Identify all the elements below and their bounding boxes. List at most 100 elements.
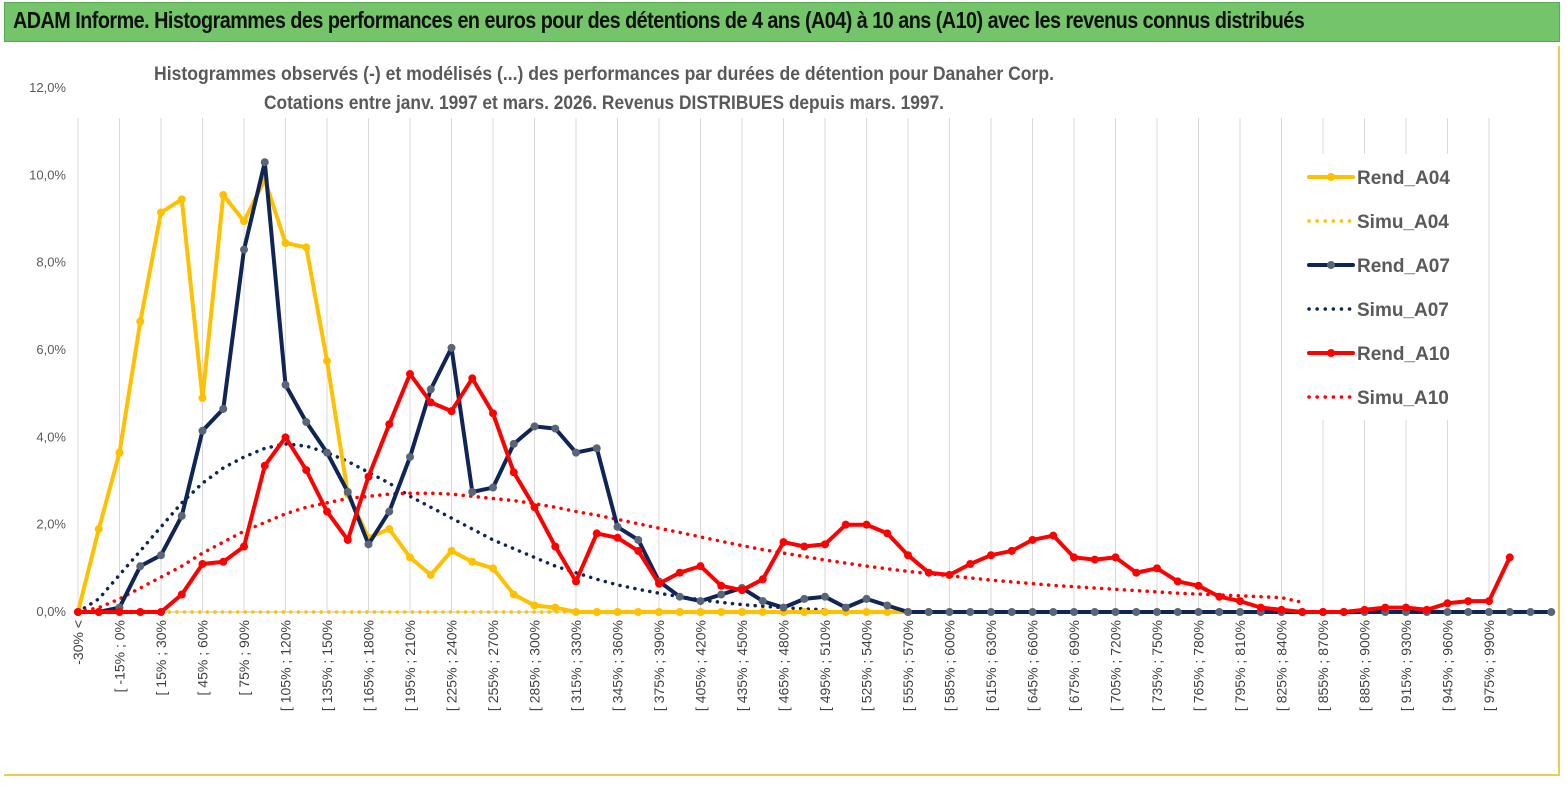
data-point-rend_a07 (509, 439, 518, 448)
legend-label-rend_a04: Rend_A04 (1357, 168, 1450, 189)
data-point-rend_a10 (323, 507, 331, 516)
data-point-rend_a10 (1298, 608, 1307, 616)
x-tick-label: [ 315% ; 330% (568, 620, 584, 711)
data-point-rend_a10 (717, 581, 726, 590)
data-point-rend_a07 (302, 418, 311, 427)
y-tick-label: 10,0% (29, 167, 66, 182)
data-point-rend_a04 (717, 608, 726, 616)
data-point-rend_a10 (1153, 564, 1161, 573)
data-point-rend_a04 (115, 448, 124, 457)
data-point-rend_a07 (1215, 608, 1224, 616)
data-point-rend_a04 (592, 608, 601, 616)
data-point-rend_a07 (406, 452, 414, 461)
data-point-rend_a10 (115, 608, 124, 616)
data-point-rend_a04 (509, 590, 518, 599)
x-tick-label: [ 285% ; 300% (527, 620, 543, 711)
data-point-rend_a10 (385, 420, 394, 429)
x-tick-label: [ 345% ; 360% (610, 620, 626, 711)
data-point-rend_a04 (136, 317, 145, 326)
x-tick-label: [ 465% ; 480% (776, 620, 792, 711)
data-point-rend_a07 (1111, 608, 1120, 616)
data-point-rend_a10 (1256, 603, 1265, 612)
data-point-rend_a07 (1070, 608, 1078, 616)
x-tick-label: [ 975% ; 990% (1481, 620, 1497, 711)
page-title: ADAM Informe. Histogrammes des performan… (13, 7, 1305, 33)
data-point-rend_a07 (198, 426, 207, 435)
data-point-rend_a07 (385, 507, 394, 516)
data-point-rend_a04 (198, 394, 207, 403)
data-point-rend_a10 (1132, 568, 1141, 577)
legend-marker-rend_a07 (1327, 261, 1335, 269)
data-point-rend_a04 (800, 608, 809, 616)
x-tick-label: [ 165% ; 180% (361, 620, 377, 711)
data-point-rend_a10 (1505, 553, 1514, 562)
data-point-rend_a04 (551, 603, 560, 612)
data-point-rend_a04 (572, 608, 580, 616)
x-tick-label: [ 945% ; 960% (1440, 620, 1456, 711)
data-point-rend_a07 (219, 404, 228, 413)
x-tick-label: [ 135% ; 150% (319, 620, 335, 711)
data-point-rend_a10 (1277, 605, 1286, 614)
data-point-rend_a10 (1464, 597, 1473, 606)
data-point-rend_a07 (1547, 608, 1556, 616)
data-point-rend_a07 (1194, 608, 1203, 616)
data-point-rend_a07 (1173, 608, 1182, 616)
data-point-rend_a07 (924, 608, 933, 616)
series-line-rend_a10 (76, 372, 1512, 614)
data-point-rend_a10 (758, 575, 767, 584)
data-point-rend_a07 (717, 590, 726, 599)
data-point-rend_a04 (177, 195, 186, 204)
x-tick-label: [ 915% ; 930% (1398, 620, 1414, 711)
data-point-rend_a10 (530, 503, 539, 512)
chart-grid (77, 118, 1490, 612)
data-point-rend_a10 (1007, 546, 1016, 555)
data-point-rend_a10 (862, 520, 871, 529)
data-point-rend_a10 (426, 398, 435, 407)
data-point-rend_a04 (613, 608, 622, 616)
data-point-rend_a10 (94, 608, 103, 616)
x-tick-label: [ 375% ; 390% (651, 620, 667, 711)
data-point-rend_a07 (240, 245, 248, 254)
x-tick-label: [ 735% ; 750% (1149, 620, 1165, 711)
data-point-rend_a10 (1402, 603, 1410, 612)
data-point-rend_a10 (779, 538, 788, 547)
data-point-rend_a07 (1443, 608, 1452, 616)
data-point-rend_a07 (1132, 608, 1141, 616)
data-point-rend_a07 (551, 424, 560, 433)
data-point-rend_a10 (489, 409, 497, 418)
data-point-rend_a10 (343, 535, 352, 544)
data-point-rend_a10 (1049, 531, 1058, 540)
data-point-rend_a04 (862, 608, 871, 616)
y-tick-label: 6,0% (36, 342, 66, 357)
data-point-rend_a10 (841, 520, 850, 529)
data-point-rend_a07 (862, 594, 871, 603)
data-point-rend_a04 (530, 601, 539, 610)
data-point-rend_a04 (821, 608, 829, 616)
data-point-rend_a10 (1194, 581, 1203, 590)
y-tick-label: 0,0% (36, 604, 66, 619)
x-axis: -30% < [ -15% ; 0% [ 15% ; 30% [ 45% ; 60% [… (70, 611, 1510, 711)
data-point-rend_a10 (613, 533, 622, 542)
data-point-rend_a10 (945, 570, 954, 579)
data-point-rend_a07 (281, 380, 290, 389)
data-point-rend_a10 (1381, 603, 1390, 612)
x-tick-label: [ 45% ; 60% (195, 620, 211, 696)
data-point-rend_a10 (924, 568, 933, 577)
y-tick-label: 12,0% (29, 80, 66, 95)
data-point-rend_a04 (219, 190, 228, 199)
data-point-rend_a10 (219, 557, 228, 566)
data-point-rend_a07 (157, 551, 165, 560)
legend-label-rend_a07: Rend_A07 (1357, 256, 1450, 277)
x-tick-label: [ 705% ; 720% (1108, 620, 1124, 711)
x-tick-label: [ 525% ; 540% (859, 620, 875, 711)
data-point-rend_a07 (489, 483, 497, 492)
data-point-rend_a10 (1360, 605, 1369, 614)
data-point-rend_a10 (800, 542, 809, 551)
data-point-rend_a10 (1236, 597, 1244, 606)
x-tick-label: [ 765% ; 780% (1191, 620, 1207, 711)
data-point-rend_a10 (1215, 592, 1224, 601)
data-point-rend_a04 (489, 564, 497, 573)
data-point-rend_a07 (800, 594, 809, 603)
data-point-rend_a10 (1173, 577, 1182, 586)
data-point-rend_a10 (364, 472, 373, 481)
